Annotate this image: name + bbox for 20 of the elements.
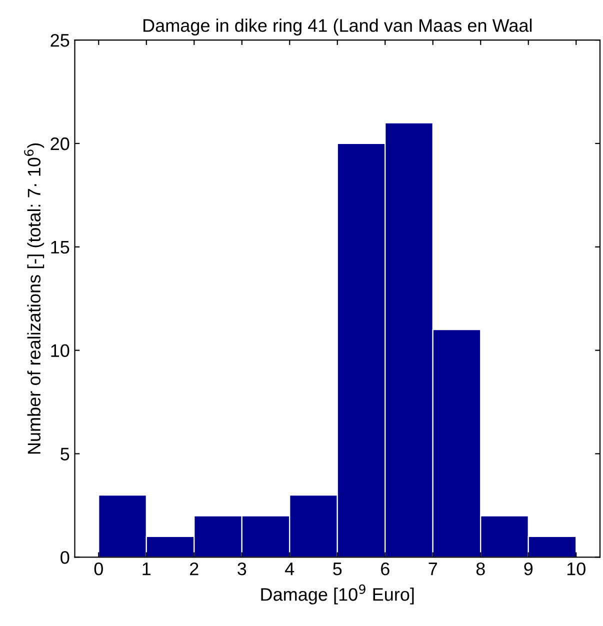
y-tick-label: 0: [60, 551, 70, 564]
x-tick-label: 2: [190, 562, 198, 576]
y-tick-label: 20: [50, 137, 70, 150]
y-tick-label: 10: [51, 344, 70, 358]
chart-title: Damage in dike ring 41 (Land van Maas en Waal: [144, 18, 532, 36]
x-tick-label: 4: [285, 562, 294, 576]
y-tick-label: 25: [50, 34, 70, 47]
x-tick-label: 7: [428, 562, 437, 576]
y-axis-title: Number of realizations [-] (total: 7· 10$^{6}$): [24, 143, 44, 454]
x-tick-label: 10: [567, 562, 586, 576]
y-tick-label: 15: [51, 241, 70, 254]
y-tick-label: 5: [60, 448, 70, 460]
x-tick-label: 9: [524, 562, 533, 576]
x-tick-label: 5: [333, 562, 342, 576]
x-axis-title: Damage [10$^{9}$ Euro]: [261, 584, 414, 604]
x-tick-label: 3: [238, 562, 246, 576]
x-tick-label: 1: [142, 562, 151, 576]
x-tick-label: 0: [94, 562, 103, 576]
x-tick-label: 8: [476, 562, 485, 576]
x-tick-label: 6: [381, 562, 390, 576]
